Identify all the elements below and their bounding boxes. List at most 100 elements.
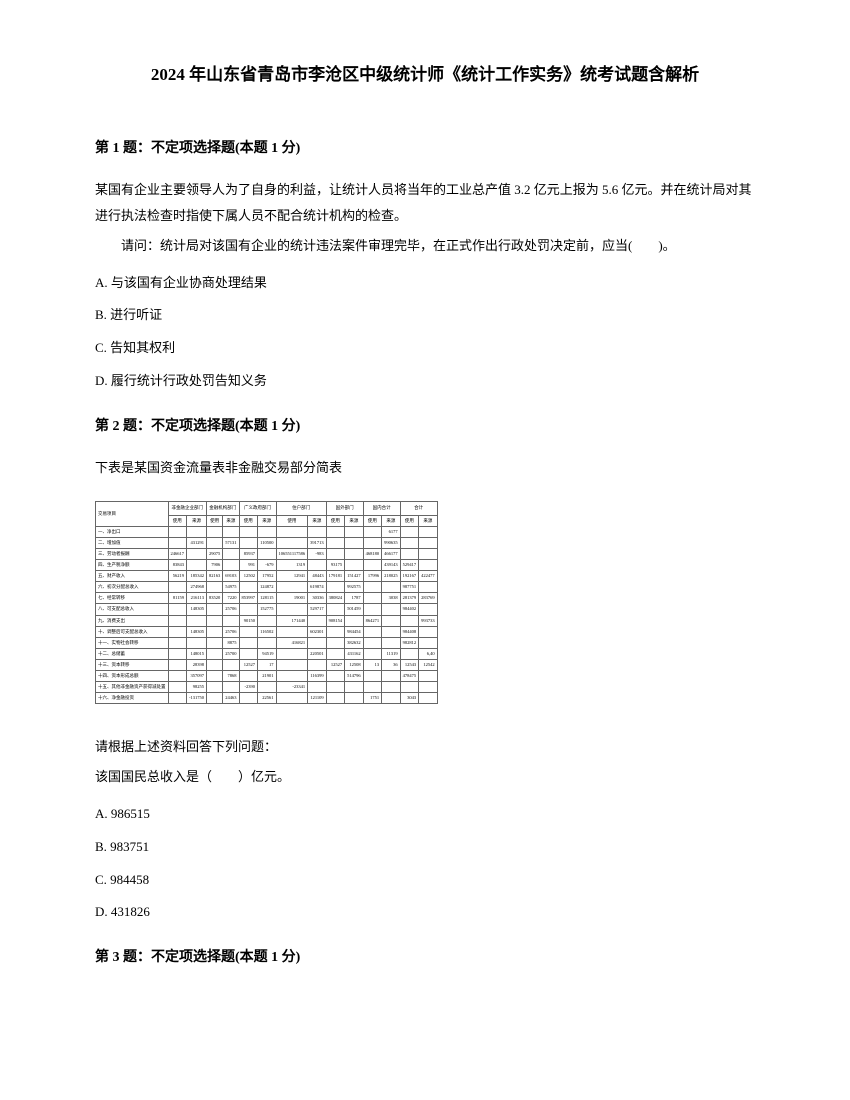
sub12: 来源 [382,515,401,526]
data-cell [207,582,223,593]
q2-option-b: B. 983751 [95,835,755,860]
data-cell [223,526,239,537]
row-label-cell: 一、净出口 [96,526,169,537]
data-cell: 8875 [223,637,239,648]
data-cell [168,682,187,693]
data-cell: 25706 [223,626,239,637]
q2-option-d: D. 431826 [95,900,755,925]
row-label-cell: 七、经常转移 [96,593,169,604]
q2-prompt-block: 请根据上述资料回答下列问题： 该国国民总收入是（ ）亿元。 [95,734,755,790]
data-cell: 12543 [400,659,419,670]
data-cell [276,648,308,659]
data-cell [223,549,239,560]
th-item: 交易项目 [96,501,169,526]
data-cell [308,637,327,648]
data-cell: 82163 [207,571,223,582]
table-row: 八、可支配总收入14830525706152775529717501459984… [96,604,438,615]
data-cell [187,549,207,560]
row-label-cell: 二、增加值 [96,537,169,548]
data-cell: 3043 [400,693,419,704]
q1-para2: 请问：统计局对该国有企业的统计违法案件审理完毕，在正式作出行政处罚决定前，应当(… [95,233,755,259]
q2-table-container: 交易项目 非金融企业部门 金融机构部门 广义政府部门 住户部门 国外部门 国内合… [95,501,755,705]
data-cell [363,648,382,659]
sub3: 使用 [207,515,223,526]
row-label-cell: 十四、资本形成总额 [96,671,169,682]
row-label-cell: 十三、资本转移 [96,659,169,670]
data-cell [187,526,207,537]
data-cell: 98255 [187,682,207,693]
data-cell [363,637,382,648]
data-cell [308,659,327,670]
data-cell: 216113 [187,593,207,604]
sub1: 使用 [168,515,187,526]
data-cell [363,604,382,615]
document-title: 2024 年山东省青岛市李沧区中级统计师《统计工作实务》统考试题含解析 [95,60,755,91]
data-cell: 152775 [258,604,277,615]
data-cell [276,659,308,670]
data-cell: 853997 [239,593,258,604]
q2-header: 第 2 题：不定项选择题(本题 1 分) [95,414,755,439]
data-cell [187,637,207,648]
data-cell: 382632 [345,637,364,648]
q3-header: 第 3 题：不定项选择题(本题 1 分) [95,945,755,970]
data-cell: 151427 [345,571,364,582]
data-cell: 17952 [258,571,277,582]
data-cell [168,615,187,626]
data-cell [400,526,419,537]
data-cell [187,615,207,626]
data-cell [382,626,401,637]
row-label-cell: 十二、总储蓄 [96,648,169,659]
data-cell: 1787 [345,593,364,604]
data-cell: 171440 [276,615,308,626]
data-cell: 21901 [258,671,277,682]
data-cell: 24463 [223,693,239,704]
row-label-cell: 四、生产税净额 [96,560,169,571]
row-label-cell: 六、初次分配总收入 [96,582,169,593]
data-cell: 29075 [207,549,223,560]
data-cell: 602301 [308,626,327,637]
data-cell: 466177 [382,549,401,560]
q2-intro: 下表是某国资金流量表非金融交易部分简表 [95,455,755,481]
row-label-cell: 九、消费支出 [96,615,169,626]
data-cell [239,671,258,682]
data-cell: 83520 [207,593,223,604]
data-cell: 116399 [308,671,327,682]
data-cell: 17 [258,659,277,670]
data-cell [419,537,438,548]
data-cell [400,682,419,693]
data-cell: 11319 [382,648,401,659]
table-row: 十四、资本形成总额3570977868219011163995147964784… [96,671,438,682]
data-cell: 514796 [345,671,364,682]
data-cell: 982812 [400,637,419,648]
data-cell [308,526,327,537]
sub6: 来源 [258,515,277,526]
data-cell [258,526,277,537]
data-cell [345,537,364,548]
data-cell: 19001 [276,593,308,604]
table-row: 十三、资本转移283981252717125271250813361254312… [96,659,438,670]
data-cell [223,659,239,670]
data-cell [207,671,223,682]
data-cell [223,560,239,571]
data-cell [419,549,438,560]
q2-option-c: C. 984458 [95,868,755,893]
data-cell [276,671,308,682]
data-cell: 12508 [345,659,364,670]
data-cell [419,637,438,648]
data-cell [207,637,223,648]
data-cell: 25706 [223,604,239,615]
data-cell: 56219 [168,571,187,582]
data-cell: 281379 [400,593,419,604]
data-cell: 179181 [326,571,345,582]
data-cell: 431291 [187,537,207,548]
data-cell [207,682,223,693]
q1-option-d: D. 履行统计行政处罚告知义务 [95,369,755,394]
table-row: 六、初次分配总收入2749685497512487261987499257598… [96,582,438,593]
data-cell [207,626,223,637]
data-cell [168,582,187,593]
data-cell: 28398 [187,659,207,670]
data-cell: 48443 [308,571,327,582]
data-cell [400,615,419,626]
data-cell: 57131 [223,537,239,548]
data-cell [419,526,438,537]
